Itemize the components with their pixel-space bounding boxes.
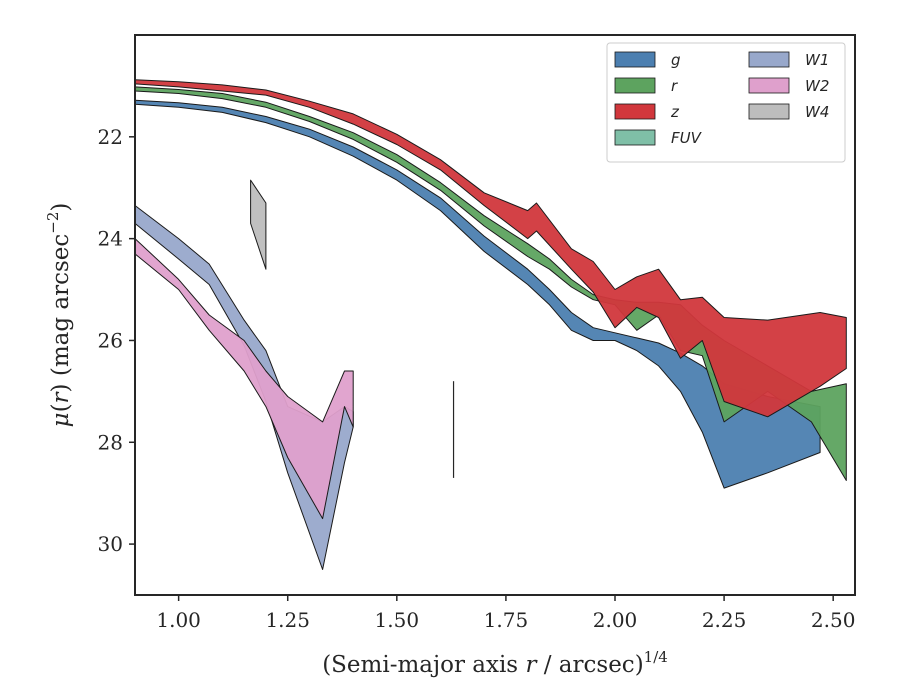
legend-swatch-r [614, 77, 656, 94]
legend-swatch-z [614, 103, 656, 120]
y-tick-label: 28 [98, 430, 123, 454]
y-axis-label-var: r [48, 390, 74, 403]
legend-swatch-W4 [748, 103, 790, 120]
legend-items: grz FUV W1 W2 W4 [614, 51, 829, 147]
legend: grz FUV W1 W2 W4 [606, 42, 846, 163]
x-axis-label-main: (Semi-major axis [322, 652, 525, 678]
series-g-band [134, 99, 821, 489]
y-tick-label: 30 [98, 532, 123, 556]
legend-box [606, 42, 846, 163]
series-z-band [134, 79, 847, 418]
legend-label-g: g [671, 51, 681, 69]
legend-swatch-g [614, 51, 656, 68]
x-tick-label: 1.75 [484, 608, 529, 632]
series-r-band [134, 86, 847, 481]
legend-label-W1: W1 [805, 51, 829, 69]
x-tick-label: 1.25 [265, 608, 310, 632]
series-W4-band [250, 179, 267, 270]
x-axis-label-rest: / arcsec) [536, 652, 643, 678]
ticks-layer: 1.00 1.25 1.50 1.75 2.00 2.25 2.50 22 24 26 28 30 [98, 125, 856, 632]
plot-frame [134, 34, 856, 596]
y-axis-label-close: ) (mag arcsec [48, 234, 74, 393]
legend-swatch-W2 [748, 77, 790, 94]
y-tick-label: 24 [98, 227, 123, 251]
x-tick-label: 1.50 [375, 608, 420, 632]
series-layer [134, 79, 847, 570]
x-axis-label-sup: 1/4 [644, 648, 668, 666]
y-axis-label-end: ) [48, 203, 74, 212]
legend-label-z: z [670, 103, 680, 121]
legend-swatch-W1 [748, 51, 790, 68]
y-tick-label: 22 [98, 125, 123, 149]
y-axis-label: μ(r) (mag arcsec−2) [44, 203, 74, 428]
series-W2-band [134, 238, 354, 520]
x-tick-label: 2.25 [702, 608, 747, 632]
legend-swatch-FUV [614, 129, 656, 146]
y-axis-label-sup: −2 [44, 212, 62, 234]
x-axis-label: (Semi-major axis r / arcsec)1/4 [322, 648, 668, 678]
x-tick-label: 2.50 [811, 608, 856, 632]
y-axis-label-open: ( [48, 403, 74, 412]
y-tick-label: 26 [98, 328, 123, 352]
x-tick-label: 1.00 [156, 608, 201, 632]
legend-label-W2: W2 [805, 77, 829, 95]
x-axis-label-var: r [525, 652, 538, 678]
legend-label-r: r [671, 77, 678, 95]
legend-label-FUV: FUV [671, 129, 703, 147]
y-axis-label-mu: μ [48, 412, 74, 427]
x-tick-label: 2.00 [593, 608, 638, 632]
legend-label-W4: W4 [805, 103, 829, 121]
